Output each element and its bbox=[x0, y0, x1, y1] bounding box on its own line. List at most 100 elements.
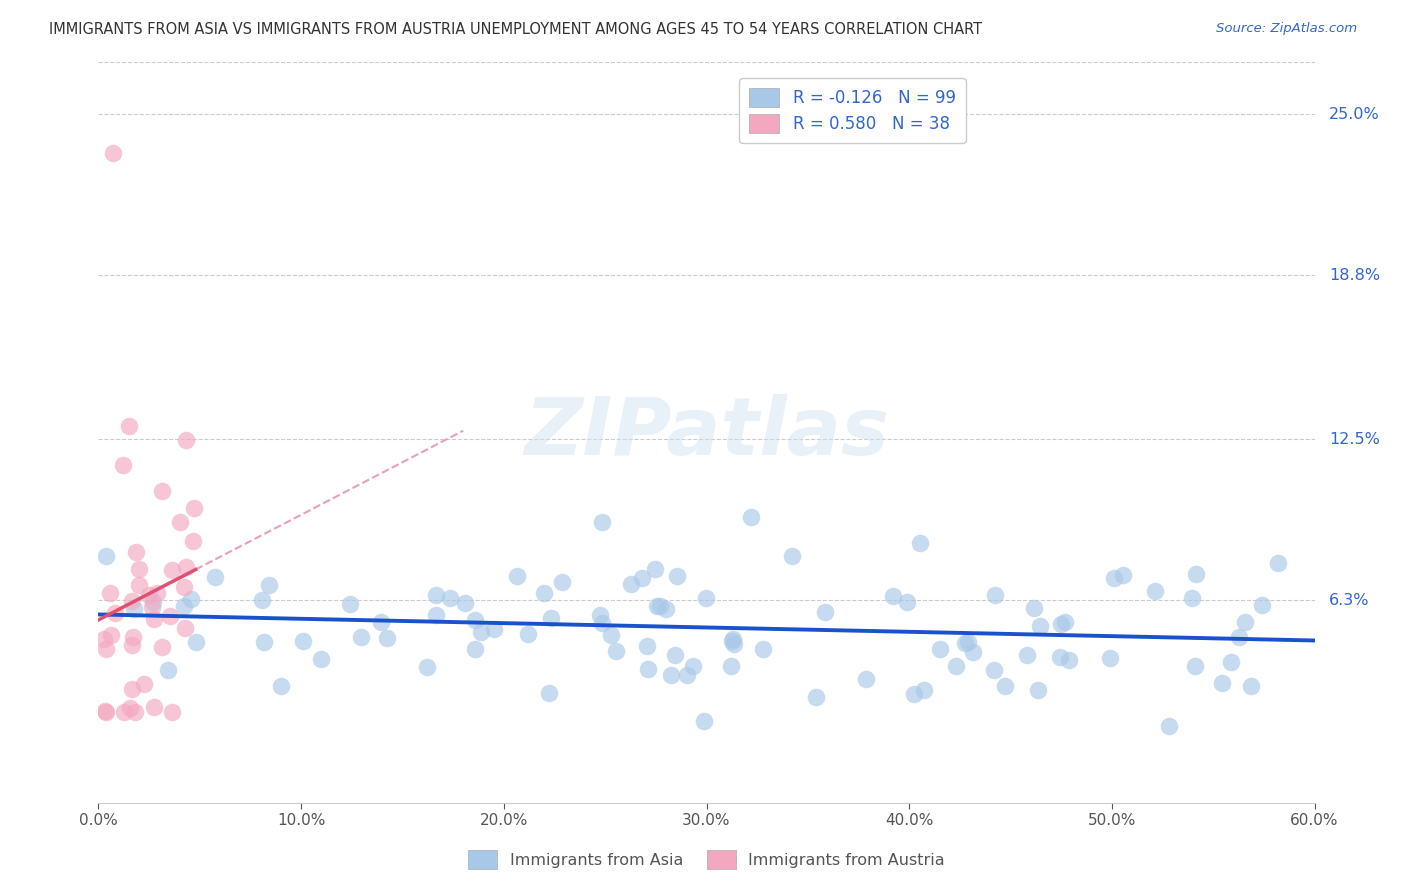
Point bbox=[1054, 615, 1077, 629]
Point bbox=[160, 705, 183, 719]
Point bbox=[723, 637, 745, 651]
Point bbox=[1144, 584, 1167, 599]
Point bbox=[169, 515, 191, 529]
Point bbox=[150, 483, 173, 498]
Point bbox=[375, 631, 398, 645]
Point bbox=[659, 667, 682, 681]
Point bbox=[589, 608, 612, 623]
Point bbox=[257, 578, 280, 592]
Point bbox=[174, 560, 197, 574]
Point bbox=[128, 578, 150, 592]
Point bbox=[721, 632, 744, 647]
Point bbox=[631, 571, 654, 585]
Point bbox=[945, 659, 967, 673]
Point bbox=[655, 602, 678, 616]
Point bbox=[100, 628, 122, 642]
Point bbox=[118, 419, 141, 434]
Point bbox=[1251, 599, 1274, 613]
Point bbox=[94, 642, 117, 657]
Point bbox=[309, 652, 332, 666]
Point bbox=[124, 705, 146, 719]
Point bbox=[98, 585, 121, 599]
Point bbox=[482, 622, 505, 636]
Point bbox=[814, 605, 837, 619]
Point bbox=[128, 562, 150, 576]
Point bbox=[101, 146, 124, 161]
Point bbox=[146, 586, 169, 600]
Legend: Immigrants from Asia, Immigrants from Austria: Immigrants from Asia, Immigrants from Au… bbox=[468, 850, 945, 869]
Point bbox=[636, 639, 658, 653]
Point bbox=[454, 596, 477, 610]
Text: 6.3%: 6.3% bbox=[1329, 592, 1369, 607]
Point bbox=[270, 679, 292, 693]
Point bbox=[1233, 615, 1256, 629]
Text: IMMIGRANTS FROM ASIA VS IMMIGRANTS FROM AUSTRIA UNEMPLOYMENT AMONG AGES 45 TO 54: IMMIGRANTS FROM ASIA VS IMMIGRANTS FROM … bbox=[49, 22, 983, 37]
Text: Source: ZipAtlas.com: Source: ZipAtlas.com bbox=[1216, 22, 1357, 36]
Point bbox=[174, 621, 197, 635]
Point bbox=[1111, 568, 1133, 582]
Point bbox=[1181, 591, 1204, 605]
Point bbox=[339, 597, 361, 611]
Point bbox=[124, 602, 146, 616]
Point bbox=[173, 599, 195, 613]
Point bbox=[1028, 683, 1050, 698]
Point bbox=[143, 699, 166, 714]
Point bbox=[682, 659, 704, 673]
Point bbox=[121, 639, 143, 653]
Point bbox=[550, 574, 572, 589]
Text: ZIPatlas: ZIPatlas bbox=[524, 393, 889, 472]
Point bbox=[370, 615, 392, 629]
Point bbox=[181, 534, 204, 549]
Point bbox=[912, 683, 935, 698]
Point bbox=[903, 687, 925, 701]
Point bbox=[292, 634, 315, 648]
Point bbox=[349, 630, 371, 644]
Point bbox=[132, 676, 155, 690]
Point bbox=[1220, 656, 1243, 670]
Point bbox=[121, 594, 143, 608]
Point bbox=[1267, 556, 1289, 570]
Point bbox=[533, 585, 555, 599]
Point bbox=[464, 642, 486, 657]
Point bbox=[644, 561, 666, 575]
Point bbox=[138, 588, 160, 602]
Text: 18.8%: 18.8% bbox=[1329, 268, 1381, 283]
Point bbox=[676, 668, 699, 682]
Point bbox=[1227, 630, 1250, 644]
Point bbox=[142, 595, 165, 609]
Point bbox=[855, 673, 877, 687]
Point bbox=[253, 635, 276, 649]
Point bbox=[184, 635, 207, 649]
Point bbox=[162, 563, 184, 577]
Point bbox=[506, 569, 529, 583]
Point bbox=[94, 704, 117, 718]
Point bbox=[121, 631, 143, 645]
Point bbox=[1057, 653, 1080, 667]
Point bbox=[637, 662, 659, 676]
Point bbox=[1211, 676, 1233, 690]
Point bbox=[464, 613, 486, 627]
Point bbox=[751, 642, 773, 657]
Point bbox=[141, 600, 163, 615]
Point bbox=[540, 610, 562, 624]
Point bbox=[204, 570, 226, 584]
Point bbox=[666, 568, 689, 582]
Point bbox=[425, 608, 447, 623]
Point bbox=[250, 593, 273, 607]
Point bbox=[605, 644, 627, 658]
Point bbox=[804, 690, 827, 704]
Point bbox=[104, 606, 127, 620]
Point bbox=[125, 544, 148, 558]
Point bbox=[956, 634, 979, 648]
Point bbox=[591, 515, 613, 529]
Point bbox=[928, 642, 950, 657]
Point bbox=[1240, 679, 1263, 693]
Point bbox=[720, 658, 742, 673]
Point bbox=[1185, 567, 1208, 582]
Point bbox=[780, 549, 803, 563]
Point bbox=[721, 634, 744, 648]
Point bbox=[962, 645, 984, 659]
Point bbox=[591, 616, 613, 631]
Point bbox=[537, 686, 560, 700]
Point bbox=[111, 458, 134, 472]
